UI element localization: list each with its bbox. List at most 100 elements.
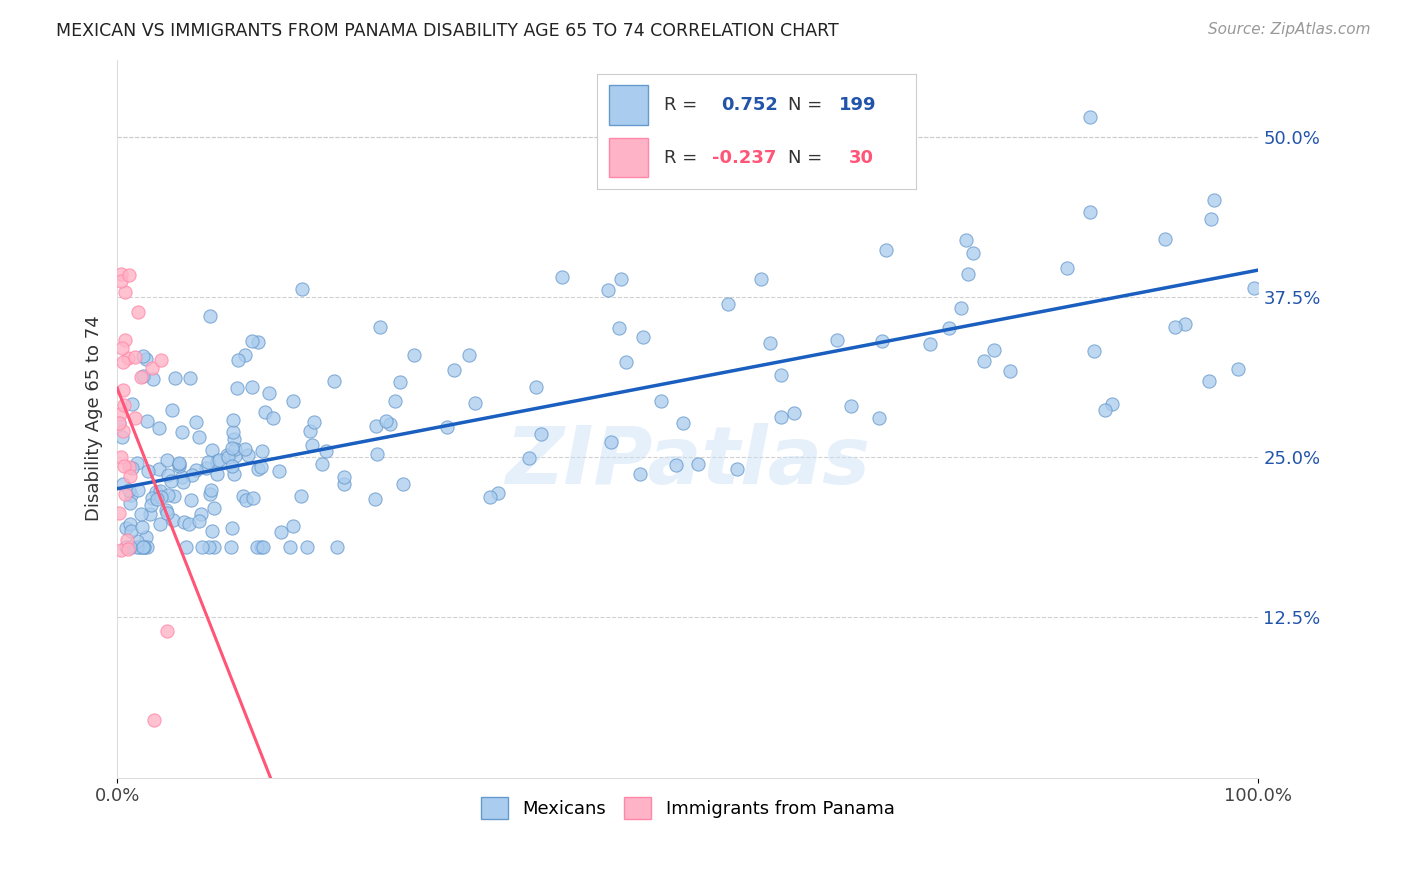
Point bbox=[142, 372, 165, 386]
Point bbox=[121, 397, 143, 411]
Point bbox=[145, 491, 167, 506]
Point bbox=[170, 425, 193, 439]
Point bbox=[157, 467, 180, 482]
Point bbox=[598, 283, 620, 297]
Point bbox=[108, 507, 131, 521]
Point bbox=[114, 487, 136, 501]
Point bbox=[436, 420, 458, 434]
Point bbox=[610, 272, 633, 286]
Point bbox=[1083, 344, 1105, 359]
Point bbox=[129, 370, 152, 384]
Point bbox=[115, 540, 138, 554]
Point bbox=[138, 464, 160, 478]
Point bbox=[222, 413, 245, 427]
Point bbox=[249, 540, 271, 554]
Point bbox=[464, 396, 486, 410]
Point bbox=[131, 519, 153, 533]
Point bbox=[121, 488, 143, 502]
Point bbox=[530, 427, 553, 442]
Point bbox=[141, 360, 163, 375]
Point bbox=[197, 454, 219, 468]
Point bbox=[242, 491, 264, 505]
Point bbox=[136, 414, 159, 428]
Text: MEXICAN VS IMMIGRANTS FROM PANAMA DISABILITY AGE 65 TO 74 CORRELATION CHART: MEXICAN VS IMMIGRANTS FROM PANAMA DISABI… bbox=[56, 22, 839, 40]
Point bbox=[135, 351, 157, 366]
Point bbox=[250, 443, 273, 458]
Point bbox=[114, 285, 136, 300]
Point bbox=[118, 496, 141, 510]
Point bbox=[267, 464, 290, 478]
Point bbox=[479, 490, 502, 504]
Point bbox=[222, 432, 245, 446]
Point bbox=[150, 490, 173, 504]
Point bbox=[364, 419, 387, 434]
Point bbox=[973, 354, 995, 368]
Point bbox=[112, 458, 135, 473]
Point bbox=[148, 421, 170, 435]
Point bbox=[254, 405, 277, 419]
Point bbox=[149, 484, 172, 499]
Point bbox=[225, 381, 247, 395]
Point bbox=[110, 274, 132, 288]
Point bbox=[118, 483, 141, 497]
Point bbox=[202, 501, 225, 516]
Point bbox=[215, 448, 238, 462]
Point bbox=[115, 521, 138, 535]
Point bbox=[172, 470, 194, 484]
Point bbox=[1056, 261, 1078, 276]
Point bbox=[246, 334, 269, 349]
Point bbox=[457, 348, 479, 362]
Point bbox=[236, 448, 259, 462]
Point bbox=[1174, 318, 1197, 332]
Point bbox=[132, 369, 155, 384]
Point bbox=[111, 424, 134, 438]
Point bbox=[252, 540, 274, 554]
Point bbox=[112, 398, 135, 412]
Point bbox=[233, 348, 256, 362]
Point bbox=[551, 270, 574, 285]
Point bbox=[179, 371, 201, 385]
Point bbox=[125, 533, 148, 548]
Point bbox=[983, 343, 1005, 358]
Point bbox=[262, 411, 284, 425]
Point bbox=[486, 486, 509, 500]
Point bbox=[120, 540, 142, 554]
Point bbox=[368, 320, 391, 334]
Point bbox=[127, 483, 149, 498]
Point bbox=[770, 410, 793, 425]
Point bbox=[1078, 205, 1101, 219]
Point bbox=[1094, 403, 1116, 417]
Point bbox=[174, 540, 197, 554]
Point bbox=[686, 458, 709, 472]
Point bbox=[299, 424, 322, 438]
Point bbox=[257, 385, 280, 400]
Point bbox=[120, 517, 142, 532]
Point bbox=[1226, 362, 1249, 376]
Point bbox=[221, 521, 243, 535]
Point bbox=[200, 483, 222, 497]
Point bbox=[201, 524, 224, 538]
Point bbox=[301, 438, 323, 452]
Point bbox=[222, 467, 245, 481]
Point bbox=[868, 410, 890, 425]
Point bbox=[631, 330, 654, 344]
Point bbox=[233, 442, 256, 456]
Point bbox=[156, 624, 179, 639]
Point bbox=[600, 435, 623, 450]
Point bbox=[181, 467, 204, 482]
Point bbox=[250, 459, 273, 474]
Point bbox=[281, 518, 304, 533]
Point bbox=[118, 459, 141, 474]
Point bbox=[841, 400, 863, 414]
Point bbox=[315, 444, 337, 458]
Point bbox=[246, 540, 269, 554]
Point bbox=[172, 475, 194, 489]
Point bbox=[125, 540, 148, 554]
Point bbox=[247, 461, 270, 475]
Point bbox=[672, 417, 695, 431]
Point bbox=[1101, 397, 1123, 411]
Point bbox=[134, 540, 156, 554]
Point bbox=[950, 301, 973, 315]
Point bbox=[217, 450, 239, 464]
Point bbox=[759, 336, 782, 351]
